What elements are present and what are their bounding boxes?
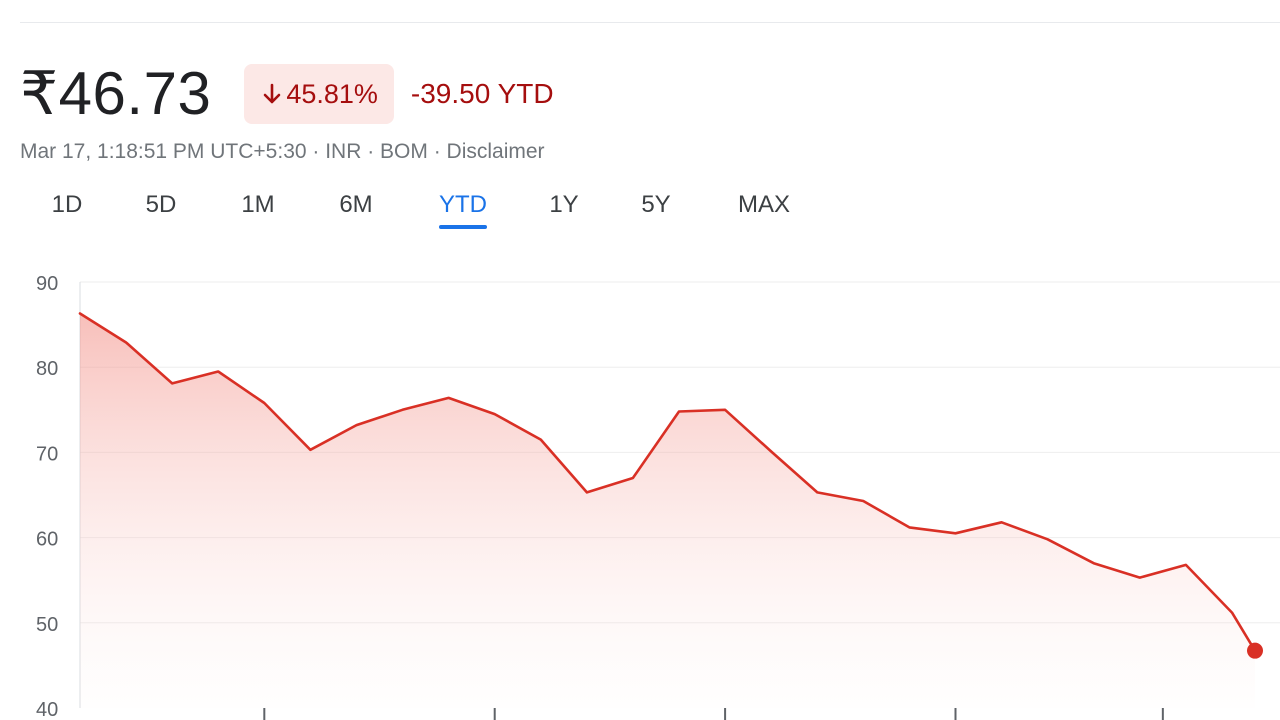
- change-percent: 45.81%: [286, 78, 378, 109]
- tab-5y[interactable]: 5Y: [641, 191, 671, 218]
- price-chart: 90 80 70 60 50 40: [36, 273, 1280, 720]
- tab-6m[interactable]: 6M: [339, 191, 373, 218]
- price-area: [80, 313, 1255, 708]
- tab-max[interactable]: MAX: [737, 191, 791, 218]
- tab-1y[interactable]: 1Y: [549, 191, 579, 218]
- ytd-change: -39.50 YTD: [410, 78, 554, 109]
- y-tick-label: 90: [36, 273, 58, 295]
- arrow-down-icon: [264, 83, 281, 104]
- header-divider: [20, 22, 1280, 23]
- quote-meta: Mar 17, 1:18:51 PM UTC+5:30 · INR · BOM …: [20, 140, 545, 163]
- quote-summary: ₹46.73 45.81% -39.50 YTD: [20, 58, 554, 130]
- y-tick-label: 50: [36, 614, 58, 636]
- y-tick-label: 70: [36, 443, 58, 465]
- tab-ytd[interactable]: YTD: [439, 186, 487, 229]
- y-tick-label: 60: [36, 529, 58, 551]
- tab-5d[interactable]: 5D: [145, 191, 177, 218]
- price-series-line: [78, 312, 1257, 652]
- y-tick-label: 40: [36, 699, 58, 720]
- current-price-point: [1247, 642, 1263, 659]
- tab-1d[interactable]: 1D: [51, 191, 83, 218]
- current-price: ₹46.73: [20, 60, 212, 127]
- tab-1m[interactable]: 1M: [241, 191, 275, 218]
- y-tick-label: 80: [36, 358, 58, 380]
- range-tabs: 1D 5D 1M 6M YTD 1Y 5Y MAX: [0, 186, 840, 232]
- change-percent-badge: 45.81%: [244, 64, 394, 124]
